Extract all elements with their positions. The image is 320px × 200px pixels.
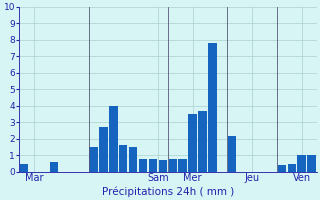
X-axis label: Précipitations 24h ( mm ): Précipitations 24h ( mm )	[102, 186, 234, 197]
Bar	[228, 136, 236, 172]
Bar	[278, 165, 286, 172]
Bar	[179, 159, 187, 172]
Bar	[139, 159, 147, 172]
Bar	[307, 155, 316, 172]
Bar	[129, 147, 137, 172]
Bar	[169, 159, 177, 172]
Bar	[208, 43, 217, 172]
Bar	[198, 111, 207, 172]
Bar	[89, 147, 98, 172]
Bar	[288, 164, 296, 172]
Bar	[298, 155, 306, 172]
Bar	[119, 145, 127, 172]
Bar	[20, 164, 28, 172]
Bar	[109, 106, 117, 172]
Bar	[50, 162, 58, 172]
Bar	[188, 114, 197, 172]
Bar	[99, 127, 108, 172]
Bar	[149, 159, 157, 172]
Bar	[159, 160, 167, 172]
